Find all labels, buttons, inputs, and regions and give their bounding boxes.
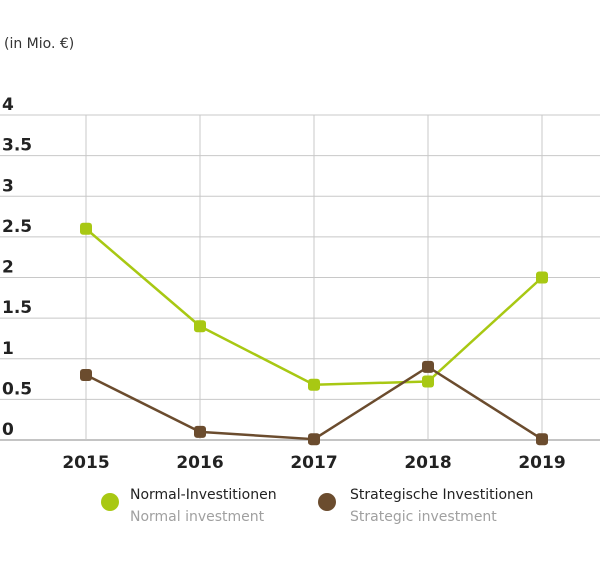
- y-tick-label: 0.5: [2, 379, 32, 399]
- data-point-normal: [194, 320, 206, 333]
- y-tick-label: 1.5: [2, 298, 32, 318]
- data-point-strategic: [194, 425, 206, 438]
- series-lines: [80, 222, 548, 446]
- x-tick-label: 2019: [518, 453, 565, 473]
- data-point-normal: [536, 271, 548, 284]
- y-axis-ticks: 0 0.5 1 1.5 2 2.5 3 3.5 4: [2, 95, 32, 440]
- unit-label: (in Mio. €): [4, 36, 74, 52]
- data-point-strategic: [422, 360, 434, 373]
- legend: Normal-Investitionen Normal investment S…: [101, 487, 533, 525]
- legend-marker-normal: [101, 493, 119, 511]
- legend-marker-strategic: [318, 493, 336, 511]
- data-point-strategic: [536, 433, 548, 446]
- legend-label-normal: Normal-Investitionen: [130, 487, 277, 503]
- series-normal: [80, 222, 548, 391]
- data-point-strategic: [80, 369, 92, 381]
- x-tick-label: 2017: [290, 453, 337, 473]
- grid: [0, 114, 600, 441]
- x-tick-label: 2016: [176, 453, 223, 473]
- legend-sublabel-normal: Normal investment: [130, 509, 265, 525]
- y-tick-label: 2.5: [2, 217, 32, 237]
- legend-item-normal: Normal-Investitionen Normal investment: [101, 487, 277, 525]
- legend-label-strategic: Strategische Investitionen: [350, 487, 533, 503]
- x-tick-label: 2018: [404, 453, 451, 473]
- y-tick-label: 0: [2, 420, 14, 440]
- y-tick-label: 4: [2, 95, 14, 115]
- y-tick-label: 3: [2, 176, 14, 196]
- data-point-strategic: [308, 433, 320, 446]
- data-point-normal: [308, 378, 320, 391]
- y-tick-label: 3.5: [2, 136, 32, 156]
- data-point-normal: [422, 375, 434, 388]
- data-point-normal: [80, 222, 92, 235]
- series-strategic: [80, 360, 548, 446]
- y-tick-label: 2: [2, 258, 14, 278]
- legend-sublabel-strategic: Strategic investment: [350, 509, 497, 525]
- x-axis-ticks: 2015 2016 2017 2018 2019: [62, 453, 565, 473]
- legend-item-strategic: Strategische Investitionen Strategic inv…: [318, 487, 533, 525]
- y-tick-label: 1: [2, 339, 14, 359]
- x-tick-label: 2015: [62, 453, 109, 473]
